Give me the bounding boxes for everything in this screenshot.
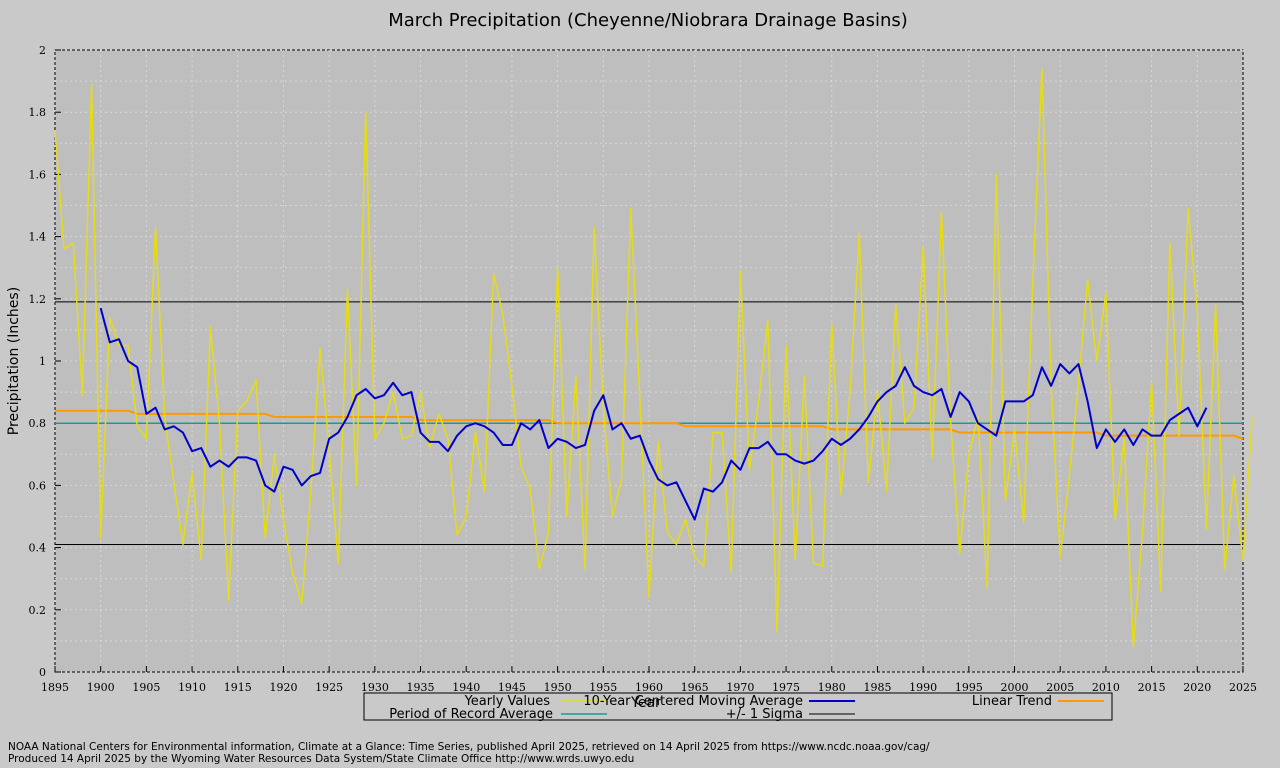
x-tick-label: 1920: [269, 681, 297, 694]
y-tick-label: 2: [39, 44, 46, 57]
x-tick-label: 1895: [41, 681, 69, 694]
x-tick-label: 1970: [726, 681, 754, 694]
y-tick-label: 0: [39, 666, 46, 679]
y-tick-label: 0.4: [29, 542, 47, 555]
x-tick-label: 1965: [681, 681, 709, 694]
legend-label-moving-average: 10-Year Centered Moving Average: [583, 694, 803, 709]
chart-title: March Precipitation (Cheyenne/Niobrara D…: [388, 10, 908, 31]
y-tick-label: 0.8: [29, 417, 47, 430]
x-tick-label: 1950: [544, 681, 572, 694]
x-tick-label: 1945: [498, 681, 526, 694]
x-tick-label: 1900: [87, 681, 115, 694]
y-tick-label: 1.4: [29, 231, 47, 244]
x-tick-label: 1975: [772, 681, 800, 694]
x-tick-label: 2020: [1183, 681, 1211, 694]
x-tick-label: 1960: [635, 681, 663, 694]
grid: [54, 49, 1244, 673]
source-footer: NOAA National Centers for Environmental …: [8, 741, 930, 753]
x-tick-label: 1995: [955, 681, 983, 694]
x-tick-label: 1930: [361, 681, 389, 694]
y-tick-label: 1.6: [29, 168, 47, 181]
y-tick-label: 1: [39, 355, 46, 368]
x-tick-label: 1935: [407, 681, 435, 694]
x-tick-label: 1955: [589, 681, 617, 694]
x-tick-label: 2005: [1046, 681, 1074, 694]
x-tick-label: 2010: [1092, 681, 1120, 694]
moving-average-line: [99, 307, 1208, 521]
yearly-values-line: [54, 67, 1253, 648]
y-tick-label: 1.8: [29, 106, 47, 119]
x-tick-label: 1990: [909, 681, 937, 694]
legend-label-linear-trend: Linear Trend: [972, 694, 1052, 709]
x-tick-label: 1915: [224, 681, 252, 694]
y-axis-ticks: 0 0.2 0.4 0.6 0.8 1 1.2 1.4 1.6 1.8 2: [29, 44, 61, 679]
producer-footer: Produced 14 April 2025 by the Wyoming Wa…: [8, 753, 635, 765]
linear-trend-line: [55, 409, 1244, 440]
x-axis-ticks: 1895 1900 1905 1910 1915 1920 1925 1930 1935 1940…: [41, 666, 1257, 694]
legend-label-record-average: Period of Record Average: [389, 707, 553, 722]
y-tick-label: 0.6: [29, 479, 47, 492]
y-axis-label: Precipitation (Inches): [6, 287, 22, 435]
legend-label-yearly: Yearly Values: [464, 694, 551, 709]
x-tick-label: 1940: [452, 681, 480, 694]
y-tick-label: 0.2: [29, 604, 47, 617]
legend: Yearly Values 10-Year Centered Moving Av…: [363, 692, 1113, 722]
legend-box: [363, 692, 1113, 721]
x-tick-label: 2025: [1229, 681, 1257, 694]
x-tick-label: 1905: [132, 681, 160, 694]
x-tick-label: 1980: [818, 681, 846, 694]
x-tick-label: 1925: [315, 681, 343, 694]
x-tick-label: 2015: [1138, 681, 1166, 694]
x-tick-label: 1910: [178, 681, 206, 694]
legend-label-sigma: +/- 1 Sigma: [726, 707, 803, 722]
x-tick-label: 1985: [863, 681, 891, 694]
series-group: [54, 67, 1253, 648]
y-tick-label: 1.2: [29, 293, 47, 306]
x-tick-label: 2000: [1001, 681, 1029, 694]
x-axis-label: Year: [630, 695, 661, 711]
chart: March Precipitation (Cheyenne/Niobrara D…: [6, 10, 1257, 722]
